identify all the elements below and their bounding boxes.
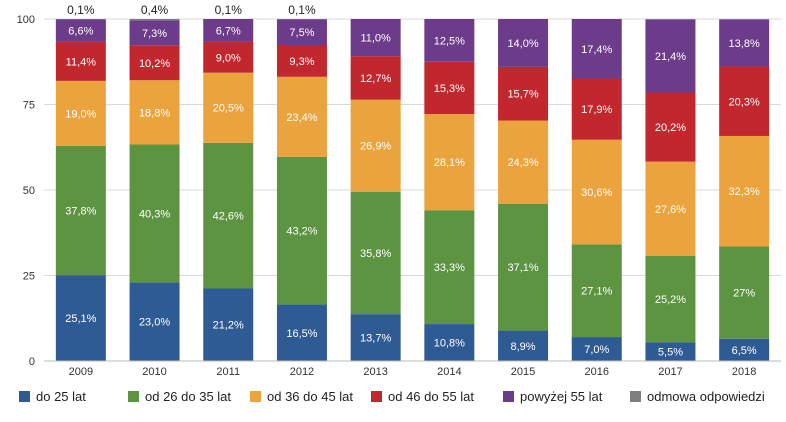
data-label-top: 0,1% [288, 3, 316, 17]
x-tick-label: 2018 [732, 366, 756, 378]
data-label: 5,5% [658, 347, 683, 359]
data-label: 33,3% [434, 262, 465, 274]
data-label: 25,1% [65, 313, 96, 325]
data-label: 7,0% [584, 344, 609, 356]
data-label: 6,6% [68, 26, 93, 38]
data-label: 6,7% [216, 25, 241, 37]
legend-label-4: powyżej 55 lat [520, 389, 603, 404]
legend-swatch-4 [503, 391, 514, 402]
data-label: 17,4% [581, 44, 612, 56]
data-label: 15,3% [434, 83, 465, 95]
legend-label-3: od 46 do 55 lat [388, 389, 474, 404]
data-label: 23,4% [286, 112, 317, 124]
data-label: 9,0% [216, 52, 241, 64]
data-label: 42,6% [213, 211, 244, 223]
data-label: 16,5% [286, 328, 317, 340]
data-label-top: 0,1% [67, 3, 95, 17]
data-label: 13,8% [729, 38, 760, 50]
x-tick-label: 2013 [363, 366, 387, 378]
data-label: 27,6% [655, 204, 686, 216]
data-label-top: 0,4% [141, 3, 169, 17]
legend-swatch-3 [371, 391, 382, 402]
data-label: 27,1% [581, 286, 612, 298]
data-label: 27% [733, 288, 755, 300]
data-label: 26,9% [360, 141, 391, 153]
data-label: 10,2% [139, 58, 170, 70]
legend-swatch-1 [128, 391, 139, 402]
data-label: 8,9% [511, 341, 536, 353]
legend-label-0: do 25 lat [36, 389, 86, 404]
data-label: 30,6% [581, 187, 612, 199]
x-tick-label: 2012 [290, 366, 314, 378]
data-label: 17,9% [581, 104, 612, 116]
data-label: 12,7% [360, 73, 391, 85]
data-label: 23,0% [139, 317, 170, 329]
data-label: 37,1% [507, 262, 538, 274]
data-label: 13,7% [360, 333, 391, 345]
data-label: 7,5% [289, 27, 314, 39]
data-label-top: 0,1% [215, 3, 243, 17]
data-label: 28,1% [434, 157, 465, 169]
data-label: 20,5% [213, 103, 244, 115]
data-label: 20,2% [655, 122, 686, 134]
x-tick-label: 2016 [585, 366, 609, 378]
data-label: 7,3% [142, 28, 167, 40]
data-label: 40,3% [139, 208, 170, 220]
x-tick-label: 2009 [69, 366, 93, 378]
data-label: 37,8% [65, 206, 96, 218]
data-label: 20,3% [729, 96, 760, 108]
data-label: 15,7% [507, 89, 538, 101]
legend: do 25 lat od 26 do 35 lat od 36 do 45 lat o… [19, 389, 765, 404]
data-label: 9,3% [289, 56, 314, 68]
data-label: 21,2% [213, 320, 244, 332]
data-label: 21,4% [655, 51, 686, 63]
x-tick-label: 2010 [142, 366, 166, 378]
x-tick-label: 2017 [658, 366, 682, 378]
legend-label-2: od 36 do 45 lat [267, 389, 353, 404]
data-label: 12,5% [434, 35, 465, 47]
legend-swatch-2 [250, 391, 261, 402]
y-tick-label: 100 [17, 14, 35, 26]
bar-segment-2010-s5 [130, 19, 180, 20]
data-label: 24,3% [507, 157, 538, 169]
data-label: 32,3% [729, 186, 760, 198]
data-label: 25,2% [655, 294, 686, 306]
legend-label-5: odmowa odpowiedzi [647, 389, 765, 404]
data-label: 11,4% [66, 56, 97, 68]
legend-label-1: od 26 do 35 lat [145, 389, 231, 404]
data-label: 6,5% [732, 345, 757, 357]
data-label: 19,0% [65, 108, 96, 120]
data-label: 10,8% [434, 338, 465, 350]
y-tick-label: 0 [29, 356, 35, 368]
data-label: 14,0% [507, 38, 538, 50]
x-tick-label: 2011 [216, 366, 240, 378]
x-tick-label: 2015 [511, 366, 535, 378]
data-label: 11,0% [360, 33, 391, 45]
x-tick-label: 2014 [437, 366, 461, 378]
legend-swatch-5 [630, 391, 641, 402]
y-tick-label: 25 [23, 271, 35, 283]
data-label: 43,2% [286, 226, 317, 238]
legend-swatch-0 [19, 391, 30, 402]
y-tick-label: 75 [23, 100, 35, 112]
data-label: 18,8% [139, 107, 170, 119]
data-label: 35,8% [360, 248, 391, 260]
y-tick-label: 50 [23, 185, 35, 197]
